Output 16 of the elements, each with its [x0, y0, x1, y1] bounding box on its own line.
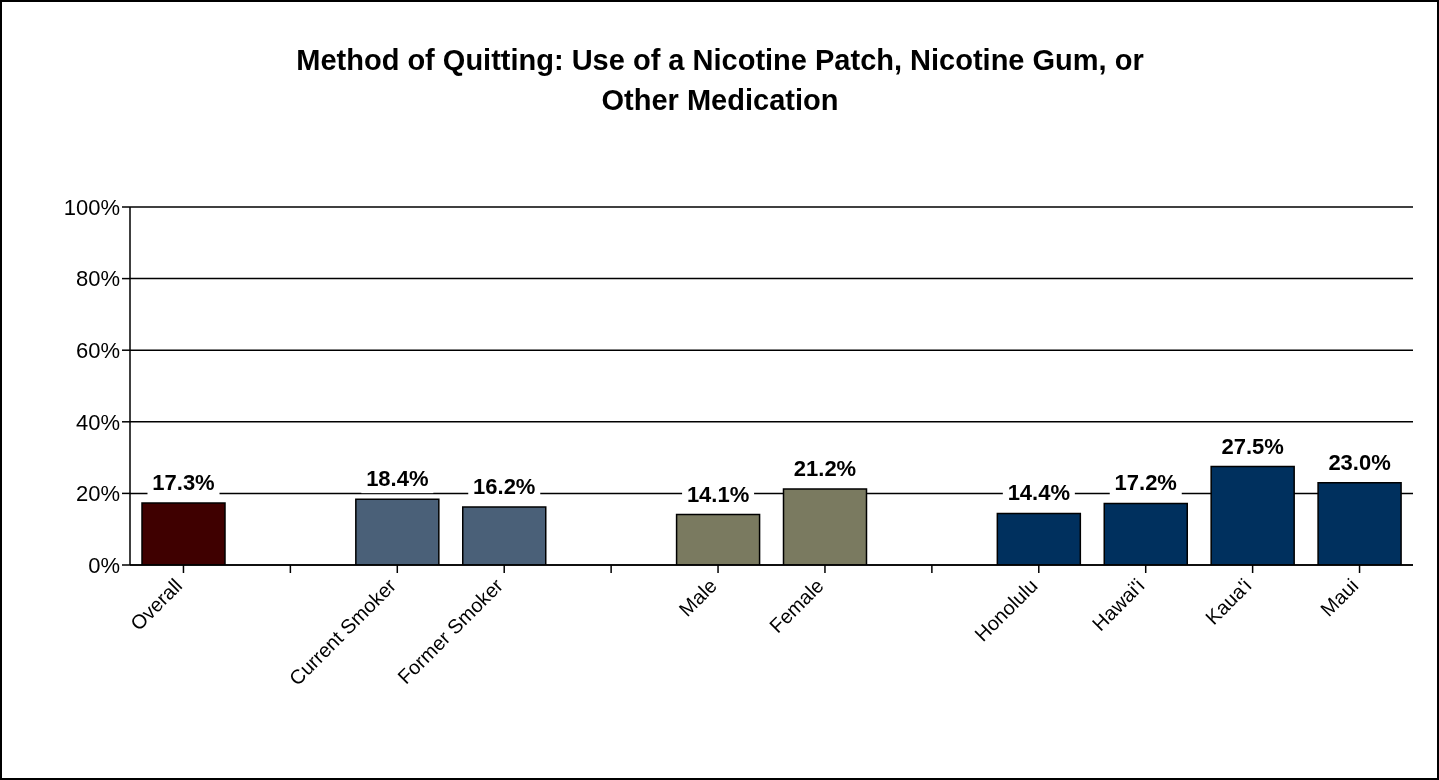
- data-label: 27.5%: [1221, 433, 1284, 459]
- data-label: 23.0%: [1328, 449, 1391, 475]
- data-label: 17.2%: [1114, 470, 1177, 496]
- chart-title: Method of Quitting: Use of a Nicotine Patch, Nicotine Gum, or Other Medication: [295, 43, 1145, 118]
- y-tick-label: 20%: [75, 481, 120, 507]
- data-label: 14.1%: [686, 481, 750, 507]
- data-label: 21.2%: [793, 456, 857, 482]
- y-tick-label: 100%: [63, 194, 120, 220]
- y-tick-label: 60%: [75, 338, 120, 364]
- data-label: 18.4%: [366, 466, 429, 492]
- data-label: 16.2%: [473, 474, 536, 499]
- data-label: 14.4%: [1007, 480, 1071, 506]
- data-label: 17.3%: [152, 470, 215, 496]
- y-tick-label: 80%: [75, 266, 120, 292]
- y-tick-label: 0%: [88, 552, 120, 578]
- y-tick-label: 40%: [75, 409, 120, 435]
